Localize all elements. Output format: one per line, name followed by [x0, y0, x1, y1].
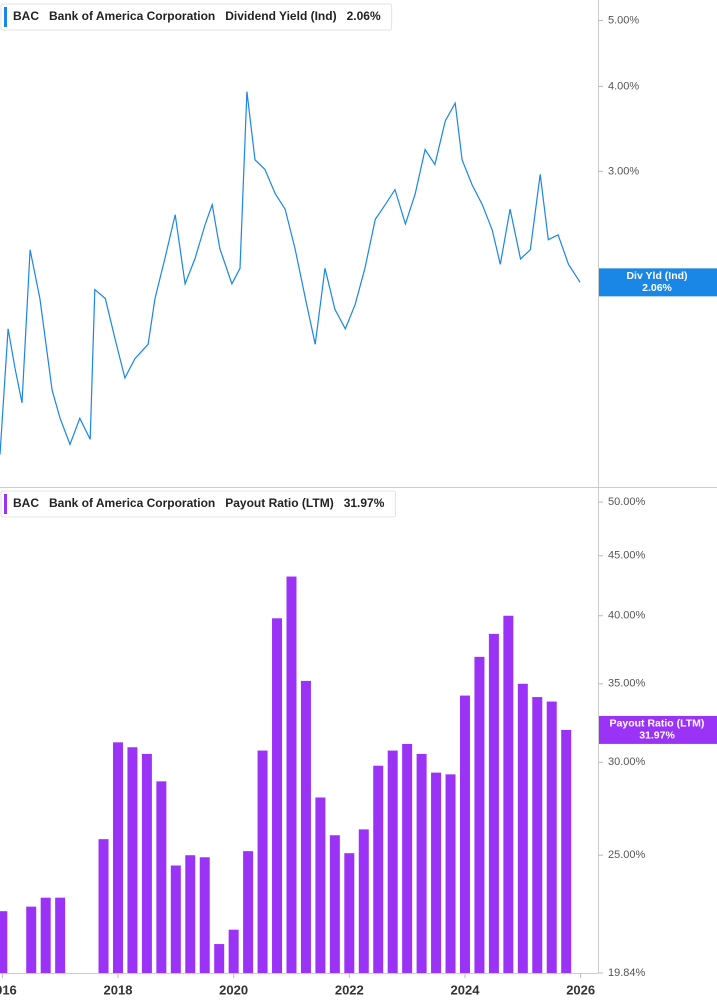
x-tick-label: 2016	[0, 982, 17, 997]
bar	[272, 618, 283, 973]
bar	[561, 729, 572, 973]
bar	[503, 615, 514, 973]
bar	[373, 765, 384, 973]
bar	[416, 753, 427, 973]
y-tick-label: 5.00%	[608, 14, 639, 26]
bar	[228, 929, 239, 973]
bar	[329, 835, 340, 973]
legend-ticker: BAC	[13, 9, 39, 23]
bar	[488, 633, 499, 973]
bar	[243, 851, 254, 973]
value-badge	[599, 268, 717, 297]
bar	[26, 906, 37, 973]
legend-box	[0, 490, 396, 518]
bar	[170, 865, 181, 973]
legend-series: Dividend Yield (Ind)	[225, 9, 336, 23]
bar	[358, 829, 369, 973]
bar	[185, 855, 196, 973]
bar	[156, 781, 167, 973]
y-tick-label: 40.00%	[608, 610, 646, 622]
legend-box	[0, 3, 393, 31]
bar	[0, 911, 8, 973]
legend-value: 2.06%	[347, 9, 381, 23]
badge-value: 31.97%	[639, 730, 675, 742]
badge-label: Div Yld (Ind)	[626, 270, 687, 282]
bar	[55, 897, 66, 973]
bar	[387, 750, 398, 973]
legend-swatch	[4, 7, 7, 27]
x-tick-label: 2020	[219, 982, 248, 997]
bar	[40, 897, 51, 973]
legend-series: Payout Ratio (LTM)	[225, 496, 333, 510]
badge-value: 2.06%	[642, 282, 672, 294]
y-tick-label: 50.00%	[608, 496, 646, 508]
y-tick-label: 30.00%	[608, 756, 646, 768]
y-tick-label: 19.84%	[608, 967, 646, 979]
bar	[474, 656, 485, 973]
bar	[98, 839, 109, 973]
bar	[141, 753, 152, 973]
bar	[315, 797, 326, 973]
legend-value: 31.97%	[344, 496, 385, 510]
y-tick-label: 25.00%	[608, 849, 646, 861]
bar	[199, 857, 210, 973]
bar	[517, 683, 528, 973]
x-tick-label: 2024	[451, 982, 481, 997]
legend-company: Bank of America Corporation	[49, 496, 215, 510]
y-tick-label: 45.00%	[608, 550, 646, 562]
bar	[459, 695, 470, 973]
bar	[300, 680, 311, 973]
bar	[286, 576, 297, 973]
legend-company: Bank of America Corporation	[49, 9, 215, 23]
value-badge	[599, 715, 717, 744]
badge-label: Payout Ratio (LTM)	[610, 718, 705, 730]
x-tick-label: 2018	[104, 982, 133, 997]
x-tick-label: 2026	[566, 982, 595, 997]
bar	[431, 772, 442, 973]
legend-ticker: BAC	[13, 496, 39, 510]
bar	[112, 742, 123, 973]
x-tick-label: 2022	[335, 982, 364, 997]
bar	[402, 743, 413, 973]
legend-swatch	[4, 494, 7, 514]
y-tick-label: 4.00%	[608, 80, 639, 92]
line	[0, 91, 581, 455]
bar	[214, 944, 225, 973]
bar	[546, 701, 557, 973]
y-tick-label: 3.00%	[608, 165, 639, 177]
bar	[532, 697, 543, 973]
bar	[257, 750, 268, 973]
y-tick-label: 35.00%	[608, 678, 646, 690]
bar	[344, 853, 355, 973]
bar	[127, 747, 138, 973]
bar	[445, 774, 456, 973]
